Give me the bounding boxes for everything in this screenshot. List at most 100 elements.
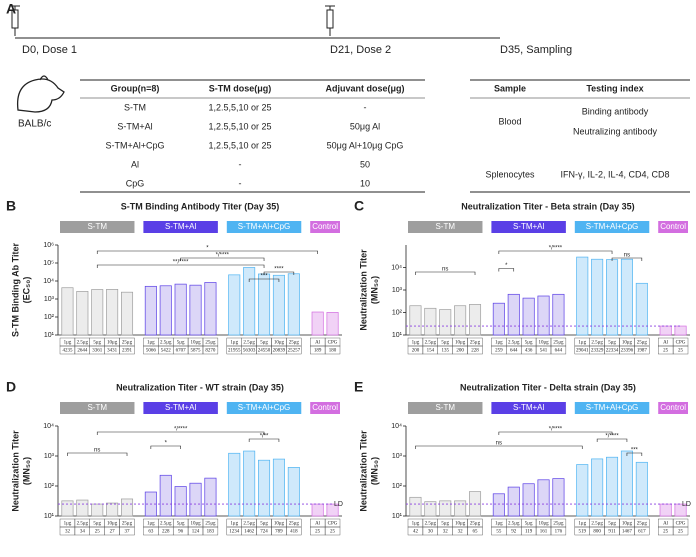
table-cell [119,345,135,355]
x-tick-label: 10μg [455,341,466,346]
significance-bracket [96,264,265,268]
value-label: 5422 [161,349,172,354]
value-label: 32 [65,530,71,535]
legend-label: S-TM [435,222,455,231]
bar [537,479,550,517]
bar [91,503,104,517]
value-label: 32 [458,530,464,535]
bar [174,283,187,336]
significance-bracket [498,250,613,254]
value-label: 436 [525,349,533,354]
value-label: 3361 [92,349,103,354]
table-cell [286,345,302,355]
table-header: S-TM dose(μg) [209,83,272,93]
significance-bracket [498,268,515,272]
table-cell: S-TM+Al+CpG [105,140,164,150]
value-label: 25 [678,530,684,535]
bar [522,483,535,517]
y-tick-label: 10⁴ [43,423,54,430]
group-box [491,221,566,233]
bar [144,285,157,336]
table-header: Sample [494,83,526,93]
x-tick-label: 10μg [455,522,466,527]
y-axis-label: (EC₅₀) [21,277,31,304]
value-label: 34 [80,530,86,535]
significance-bracket [248,278,280,282]
table-cell: - [239,178,242,188]
value-label: 1462 [244,530,255,535]
x-tick-label: 1μg [230,522,238,527]
bar [576,256,589,336]
table-cell: - [364,102,367,112]
x-tick-label: 5μg [525,522,533,527]
value-label: 25 [678,349,684,354]
significance-bracket [263,271,295,275]
panel-letter: E [354,379,363,395]
x-tick-label: 10μg [622,522,633,527]
value-label: 29041 [576,349,589,354]
legend-label: S-TM [87,403,107,412]
legend-label: Control [312,403,338,412]
x-tick-label: 2.5μg [508,522,520,527]
group-box [310,221,340,233]
panel-letter: B [6,198,16,214]
value-label: 25 [330,530,336,535]
y-tick-label: 10¹ [392,332,403,339]
x-tick-label: 2.5μg [591,522,603,527]
table-cell [634,526,650,536]
value-label: 25 [95,530,101,535]
significance-label: * [206,246,209,252]
value-label: 25 [315,530,321,535]
legend-label: S-TM+Al+CpG [238,222,290,231]
value-label: 644 [555,349,563,354]
bar [204,477,217,517]
x-tick-label: 25μg [205,522,216,527]
significance-label: */**** [549,427,563,433]
table-cell [324,526,341,536]
x-tick-label: Al [315,522,321,527]
group-box [491,402,566,414]
x-tick-label: 2.5μg [77,341,89,346]
syringe [10,5,20,36]
x-tick-label: 10μg [107,341,118,346]
group-box [408,402,483,414]
value-label: 154 [427,349,435,354]
legend-label: Control [312,222,338,231]
group-box [658,221,688,233]
significance-label: */**** [216,253,230,259]
chart-title: Neutralization Titer - Delta strain (Day… [460,382,636,392]
bar [204,282,217,336]
x-tick-label: 2.5μg [591,341,603,346]
x-tick-label: Al [663,341,669,346]
legend-label: S-TM+Al [513,403,545,412]
value-label: 25 [663,349,669,354]
legend-label: S-TM+Al [165,222,197,231]
bar [552,293,565,336]
value-label: 96 [178,530,184,535]
table-cell: S-TM+Al [117,121,152,131]
reference-label: LD [334,501,343,508]
y-tick-label: 10² [392,309,403,316]
x-tick-label: 10μg [190,522,201,527]
bar [159,474,172,517]
x-tick-label: 2.5μg [508,341,520,346]
bar [507,293,520,336]
x-tick-label: Al [315,341,321,346]
syringe [325,5,335,36]
value-label: 789 [275,530,283,535]
significance-bracket [611,257,643,261]
x-tick-label: 1μg [495,522,503,527]
table-cell: 50 [360,159,370,169]
bar [287,467,300,517]
table-cell: - [239,159,242,169]
y-axis-label: (MN₅₀) [21,457,31,485]
bar [492,302,505,336]
value-label: 135 [441,349,449,354]
x-tick-label: 25μg [289,341,300,346]
x-tick-label: 25μg [553,522,564,527]
bar [469,304,482,336]
table-cell [672,345,689,355]
value-label: 32 [443,530,449,535]
value-label: 1467 [622,530,633,535]
bar [439,309,452,336]
